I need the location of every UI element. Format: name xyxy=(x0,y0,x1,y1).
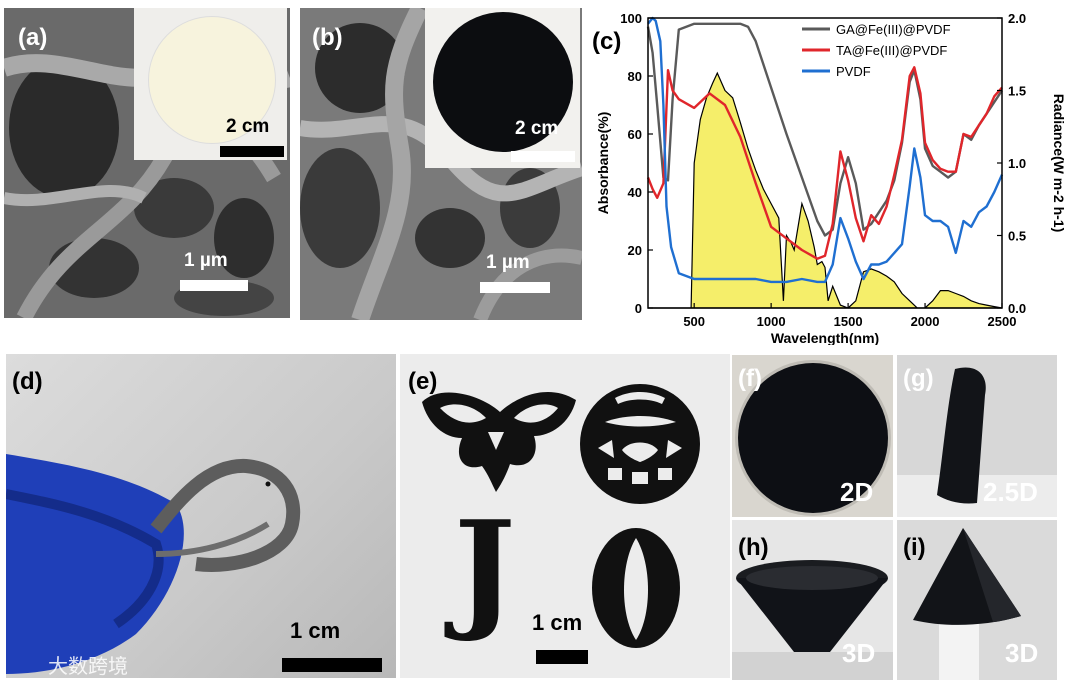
x-tick-label-1: 1000 xyxy=(757,314,786,329)
scale-label-e: 1 cm xyxy=(532,610,583,635)
inset-scalebar-b xyxy=(511,151,575,162)
y-tick-label-4: 80 xyxy=(628,69,642,84)
panel-label-i: (i) xyxy=(903,534,926,561)
series-line-2 xyxy=(647,16,1004,284)
absorbance-radiance-chart: 500 1000 1500 2000 2500 0 20 40 60 80 100 0.0 0.5 1.0… xyxy=(595,11,1067,345)
inset-photo-a: 2 cm xyxy=(134,8,287,160)
scalebar-b xyxy=(480,282,550,293)
y-tick-label-3: 60 xyxy=(628,127,642,142)
scalebar-d xyxy=(282,658,382,672)
film-photo xyxy=(6,454,301,674)
white-membrane-disc xyxy=(148,16,276,144)
y2-tick-label-0: 0.0 xyxy=(1008,301,1026,316)
cone-bowl xyxy=(732,560,893,680)
scalebar-e xyxy=(536,650,588,664)
legend-label-0: GA@Fe(III)@PVDF xyxy=(836,22,951,37)
panel-label-d: (d) xyxy=(12,368,43,395)
y-axis-label: Absorbance(%) xyxy=(595,112,611,215)
x-axis-label: Wavelength(nm) xyxy=(771,330,879,345)
y2-tick-label-4: 2.0 xyxy=(1008,11,1026,26)
x-tick-label-4: 2500 xyxy=(988,314,1017,329)
y2-tick-label-3: 1.5 xyxy=(1008,84,1026,99)
inset-scalebar-a xyxy=(220,146,284,157)
y-tick-label-0: 0 xyxy=(635,301,642,316)
dimension-tag-2d: 2D xyxy=(840,477,874,507)
scale-label-d: 1 cm xyxy=(290,618,341,643)
curved-film xyxy=(897,367,1057,517)
dimension-tag-3d-i: 3D xyxy=(1005,638,1039,668)
panel-label-h: (h) xyxy=(738,534,769,561)
panel-d: (d) 1 cm 大数跨境 xyxy=(6,354,396,678)
panel-label-c: (c) xyxy=(592,28,622,55)
series-line-1 xyxy=(646,66,1003,260)
y-tick-label-5: 100 xyxy=(620,11,642,26)
y-tick-label-1: 20 xyxy=(628,243,642,258)
x-tick-label-0: 500 xyxy=(683,314,705,329)
series-line-0 xyxy=(646,22,1003,237)
panel-label-b: (b) xyxy=(312,24,343,51)
panel-e: J (e) 1 cm xyxy=(400,354,730,678)
y-tick-label-2: 40 xyxy=(628,185,642,200)
panel-label-a: (a) xyxy=(18,24,48,51)
panel-label-f: (f) xyxy=(738,365,762,392)
y2-tick-label-1: 0.5 xyxy=(1008,229,1026,244)
panel-f: (f) 2D xyxy=(732,355,893,517)
solar-radiance-area xyxy=(648,71,1003,309)
cutout-shapes xyxy=(422,384,700,648)
inset-scale-label-a: 2 cm xyxy=(226,116,270,137)
dimension-tag-2.5d: 2.5D xyxy=(983,477,1038,507)
scale-label-a: 1 µm xyxy=(184,250,228,271)
x-tick-label-2: 1500 xyxy=(834,314,863,329)
y2-axis-label: Radiance(W m-2 h-1) xyxy=(1051,94,1067,232)
x-tick-label-3: 2000 xyxy=(911,314,940,329)
watermark: 大数跨境 xyxy=(48,654,128,678)
flat-disc xyxy=(738,363,888,513)
scalebar-a xyxy=(180,280,248,291)
j-cutout: J xyxy=(454,492,516,645)
panel-label-e: (e) xyxy=(408,368,438,395)
inset-photo-b: 2 cm xyxy=(425,8,580,168)
inset-scale-label-b: 2 cm xyxy=(515,118,559,139)
panel-g: (g) 2.5D xyxy=(897,355,1057,517)
panel-i: (i) 3D xyxy=(897,520,1057,680)
dimension-tag-3d-h: 3D xyxy=(842,638,876,668)
black-membrane-disc xyxy=(433,12,573,152)
legend-label-1: TA@Fe(III)@PVDF xyxy=(836,43,947,58)
cone-hat xyxy=(913,528,1021,680)
y2-tick-label-2: 1.0 xyxy=(1008,156,1026,171)
scale-label-b: 1 µm xyxy=(486,252,530,273)
legend-label-2: PVDF xyxy=(836,64,871,79)
panel-label-g: (g) xyxy=(903,365,934,392)
panel-b: 2 cm (b) 1 µm xyxy=(300,8,582,320)
panel-a: 2 cm (a) 1 µm xyxy=(4,8,290,318)
panel-h: (h) 3D xyxy=(732,520,893,680)
